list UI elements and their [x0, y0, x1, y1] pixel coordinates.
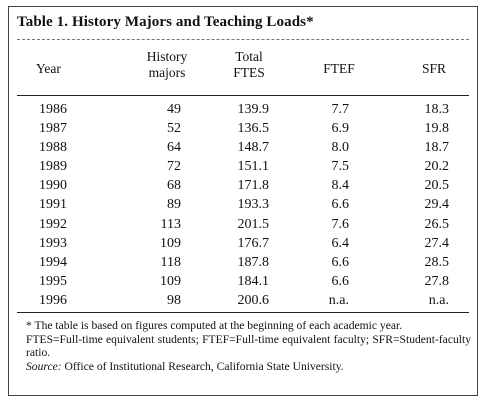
cell-ftes: 187.8 — [237, 254, 270, 270]
cell-majors: 109 — [160, 273, 181, 289]
table-row: 1995 109 184.1 6.6 27.8 — [9, 274, 479, 293]
header-total-ftes: Total FTES — [219, 49, 279, 81]
cell-ftef: 6.6 — [331, 254, 350, 270]
cell-ftes: 151.1 — [237, 159, 270, 175]
cell-ftef: 7.7 — [331, 102, 350, 117]
cell-ftes: 200.6 — [237, 292, 270, 308]
header-majors-line2: majors — [148, 65, 186, 80]
cell-sfr: 26.5 — [424, 216, 450, 232]
cell-majors: 72 — [167, 159, 181, 175]
cell-ftef: 6.4 — [331, 235, 350, 251]
cell-year: 1994 — [39, 254, 67, 270]
table-row: 1990 68 171.8 8.4 20.5 — [9, 178, 479, 197]
cell-year: 1996 — [39, 292, 67, 308]
header-history-majors: History majors — [127, 49, 207, 81]
table-row: 1996 98 200.6 n.a. n.a. — [9, 293, 479, 312]
cell-year: 1988 — [39, 140, 67, 156]
header-ftes-line1: Total — [235, 49, 263, 64]
table-row: 1986 49 139.9 7.7 18.3 — [9, 102, 479, 121]
cell-ftef: 7.5 — [331, 159, 350, 175]
cell-sfr: 20.5 — [424, 178, 450, 194]
table-notes: * The table is based on figures computed… — [26, 319, 471, 373]
cell-majors: 49 — [167, 102, 181, 117]
body-divider — [17, 312, 469, 313]
table-row: 1988 64 148.7 8.0 18.7 — [9, 140, 479, 159]
table-row: 1987 52 136.5 6.9 19.8 — [9, 121, 479, 140]
cell-sfr: 27.8 — [424, 273, 450, 289]
cell-ftes: 184.1 — [237, 273, 270, 289]
cell-ftes: 171.8 — [237, 178, 270, 194]
cell-ftes: 136.5 — [237, 121, 270, 137]
cell-sfr: 18.7 — [424, 140, 450, 156]
cell-majors: 113 — [160, 216, 181, 232]
table-row: 1994 118 187.8 6.6 28.5 — [9, 255, 479, 274]
cell-year: 1993 — [39, 235, 67, 251]
cell-sfr: 18.3 — [424, 102, 450, 117]
cell-ftes: 193.3 — [237, 197, 270, 213]
cell-sfr: 20.2 — [424, 159, 450, 175]
cell-ftes: 148.7 — [237, 140, 270, 156]
cell-ftef: 8.0 — [331, 140, 350, 156]
source-text: Office of Institutional Research, Califo… — [61, 359, 344, 373]
cell-ftes: 201.5 — [237, 216, 270, 232]
cell-sfr: 27.4 — [424, 235, 450, 251]
cell-majors: 109 — [160, 235, 181, 251]
header-year: Year — [36, 61, 61, 76]
cell-ftef: 6.6 — [331, 273, 350, 289]
cell-sfr: n.a. — [428, 292, 449, 308]
cell-year: 1991 — [39, 197, 67, 213]
header-ftes-line2: FTES — [233, 65, 265, 80]
source-note: Source: Office of Institutional Research… — [26, 360, 471, 374]
table-row: 1991 89 193.3 6.6 29.4 — [9, 197, 479, 216]
cell-year: 1990 — [39, 178, 67, 194]
header-sfr: SFR — [421, 61, 447, 76]
cell-ftef: 7.6 — [331, 216, 350, 232]
title-divider — [17, 39, 469, 40]
cell-ftes: 139.9 — [237, 102, 270, 117]
header-ftef: FTEF — [323, 61, 355, 76]
cell-year: 1987 — [39, 121, 67, 137]
cell-ftef: 8.4 — [331, 178, 350, 194]
cell-majors: 52 — [167, 121, 181, 137]
abbreviations-note: FTES=Full-time equivalent students; FTEF… — [26, 332, 471, 360]
header-majors-line1: History — [146, 49, 188, 64]
cell-sfr: 19.8 — [424, 121, 450, 137]
cell-year: 1995 — [39, 273, 67, 289]
table-row: 1993 109 176.7 6.4 27.4 — [9, 236, 479, 255]
cell-majors: 98 — [167, 292, 181, 308]
cell-majors: 89 — [167, 197, 181, 213]
cell-ftef: 6.6 — [331, 197, 350, 213]
header-divider — [17, 95, 469, 96]
cell-ftes: 176.7 — [237, 235, 270, 251]
cell-year: 1989 — [39, 159, 67, 175]
footnote: * The table is based on figures computed… — [26, 319, 403, 332]
table-frame: Table 1. History Majors and Teaching Loa… — [8, 6, 478, 396]
table-body: 1986 49 139.9 7.7 18.3 1987 52 136.5 6.9 19.8 19… — [9, 102, 479, 312]
table-row: 1989 72 151.1 7.5 20.2 — [9, 159, 479, 178]
cell-majors: 64 — [167, 140, 181, 156]
table-title: Table 1. History Majors and Teaching Loa… — [17, 14, 314, 30]
cell-year: 1986 — [39, 102, 67, 117]
table-row: 1992 113 201.5 7.6 26.5 — [9, 217, 479, 236]
cell-sfr: 29.4 — [424, 197, 450, 213]
cell-year: 1992 — [39, 216, 67, 232]
cell-sfr: 28.5 — [424, 254, 450, 270]
cell-ftef: n.a. — [328, 292, 349, 308]
cell-majors: 68 — [167, 178, 181, 194]
source-label: Source: — [26, 359, 62, 373]
cell-majors: 118 — [160, 254, 181, 270]
cell-ftef: 6.9 — [331, 121, 350, 137]
